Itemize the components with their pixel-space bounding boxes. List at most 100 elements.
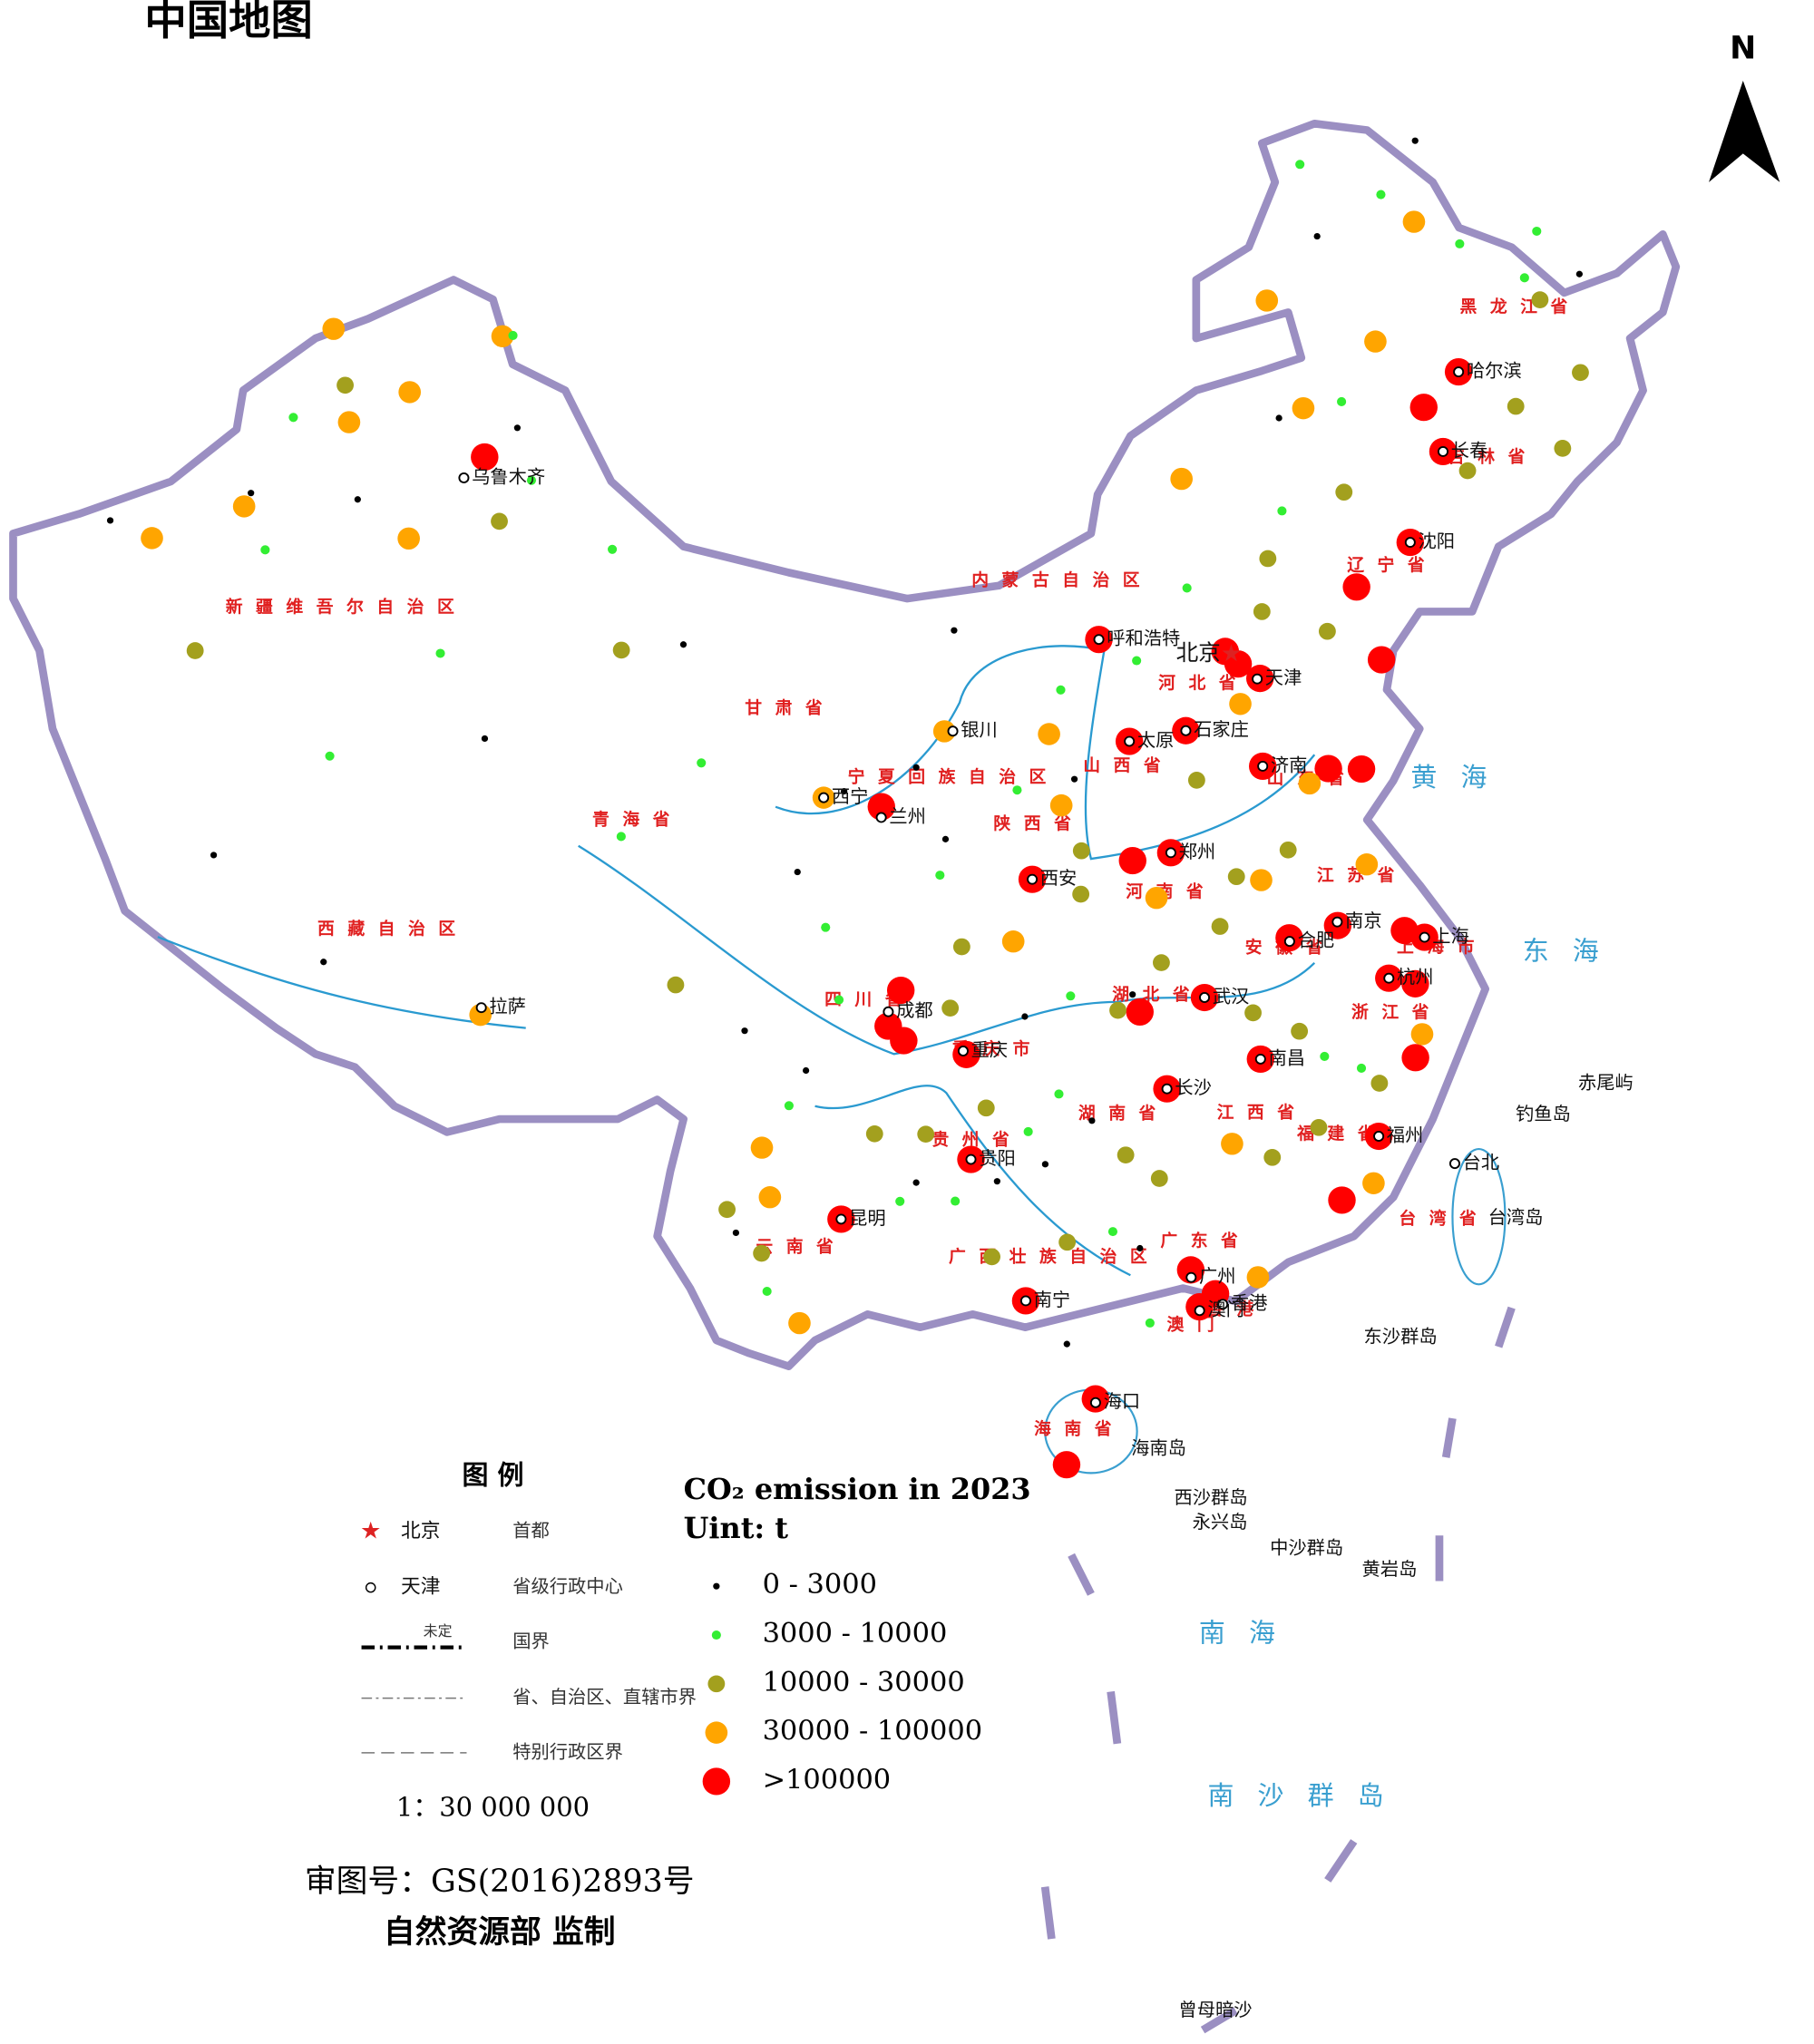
- city-marker: [883, 1006, 894, 1017]
- city-label: 长沙: [1175, 1076, 1212, 1098]
- emission-point: [481, 735, 489, 743]
- city-marker: [1252, 673, 1263, 685]
- emission-point: [106, 517, 114, 524]
- emission-point: [732, 1229, 740, 1237]
- legend-title: 图 例: [462, 1460, 523, 1491]
- city-marker: [1165, 847, 1176, 859]
- emission-point: [1279, 841, 1297, 859]
- emission-point: [1023, 1126, 1033, 1136]
- city-marker: [1419, 931, 1430, 943]
- emission-class-label: >100000: [763, 1765, 892, 1796]
- city-label: 天津: [1265, 667, 1302, 688]
- emission-point: [1455, 238, 1465, 248]
- emission-point: [1153, 954, 1170, 971]
- legend-symbol-label: 未定: [424, 1622, 453, 1640]
- emission-point: [513, 424, 522, 432]
- emission-point: [679, 641, 688, 648]
- province-label: 甘肃省: [745, 698, 835, 718]
- emission-point: [1052, 1451, 1081, 1479]
- emission-point: [886, 976, 915, 1005]
- emission-point: [1070, 775, 1078, 783]
- emission-point: [993, 1178, 1000, 1185]
- city-label: 南宁: [1034, 1289, 1071, 1310]
- city-marker: [1019, 1295, 1031, 1307]
- province-label: 湖北省: [1112, 985, 1203, 1005]
- city-marker: [1185, 1271, 1197, 1283]
- emission-point: [526, 475, 537, 485]
- emission-point: [718, 1201, 736, 1219]
- emission-point: [667, 976, 685, 994]
- city-label: 长春: [1451, 440, 1488, 462]
- province-label: 江西省: [1217, 1103, 1308, 1123]
- emission-point: [1066, 991, 1076, 1001]
- province-label: 湖南省: [1078, 1104, 1169, 1124]
- legend-item-label: 特别行政区界: [512, 1740, 623, 1762]
- map-maker: 自然资源部 监制: [384, 1914, 616, 1951]
- emission-point: [741, 1027, 748, 1035]
- city-marker: [1161, 1083, 1173, 1095]
- emission-point: [932, 720, 956, 743]
- emission-point: [1409, 394, 1438, 422]
- emission-point: [435, 648, 445, 658]
- emission-point: [1012, 785, 1022, 795]
- emission-point: [1328, 1186, 1356, 1214]
- emission-point: [865, 1124, 883, 1143]
- emission-point: [1250, 869, 1273, 891]
- emission-point: [325, 751, 335, 761]
- emission-point: [491, 512, 508, 530]
- emission-point: [867, 793, 896, 821]
- emission-point: [1277, 506, 1287, 516]
- province-label: 贵州省: [931, 1130, 1022, 1150]
- city-label: 济南: [1271, 754, 1308, 776]
- island-label: 钓鱼岛: [1516, 1103, 1571, 1124]
- province-label: 辽宁省: [1347, 556, 1438, 576]
- country-outline: [9, 120, 1681, 1371]
- nine-dash-line: [1040, 1306, 1516, 2034]
- emission-point: [260, 545, 270, 555]
- city-marker: [1383, 972, 1395, 984]
- city-marker: [475, 1002, 487, 1014]
- city-label: 银川: [961, 719, 998, 741]
- city-label: 沈阳: [1419, 530, 1456, 552]
- emission-point: [186, 642, 204, 659]
- emission-point: [612, 641, 630, 659]
- emission-point: [1246, 1266, 1270, 1289]
- sea-label: 南海: [1199, 1617, 1299, 1648]
- emission-point: [1072, 885, 1090, 903]
- emission-point: [1295, 160, 1305, 170]
- emission-point: [983, 1248, 1001, 1266]
- city-label: 兰州: [889, 805, 926, 827]
- city-label: 昆明: [849, 1207, 886, 1229]
- province-label: 黑龙江省: [1459, 297, 1580, 317]
- province-label: 陕西省: [993, 814, 1084, 834]
- emission-point: [354, 496, 361, 503]
- emission-point: [1118, 846, 1146, 875]
- province-label: 山西省: [1083, 756, 1174, 776]
- city-label: 贵阳: [979, 1147, 1016, 1169]
- emission-point: [1355, 853, 1379, 876]
- legend-symbol-label: 北京: [401, 1520, 440, 1543]
- emission-point: [1263, 1149, 1282, 1166]
- city-label: 哈尔滨: [1467, 360, 1522, 382]
- emission-point: [1211, 918, 1229, 935]
- emission-point: [952, 938, 970, 956]
- emission-point: [1347, 754, 1376, 784]
- emission-point: [1356, 1063, 1367, 1073]
- city-marker: [875, 812, 887, 823]
- sea-label: 南沙群岛: [1207, 1780, 1407, 1811]
- emission-point: [1402, 210, 1426, 233]
- map-title: 中国地图: [144, 0, 312, 44]
- emission-class-label: 0 - 3000: [763, 1569, 877, 1601]
- emission-point: [1292, 396, 1315, 420]
- emission-point: [1255, 289, 1279, 312]
- city-label: 杭州: [1397, 966, 1434, 988]
- legend-symbol-label: 天津: [401, 1576, 440, 1599]
- province-label: 广西壮族自治区: [949, 1247, 1160, 1267]
- city-marker: [1257, 760, 1269, 772]
- emission-point: [1176, 1256, 1205, 1284]
- emission-point: [1320, 1051, 1330, 1061]
- emission-point: [1058, 1233, 1077, 1251]
- emission-point: [1227, 868, 1245, 886]
- emission-point: [1531, 291, 1549, 308]
